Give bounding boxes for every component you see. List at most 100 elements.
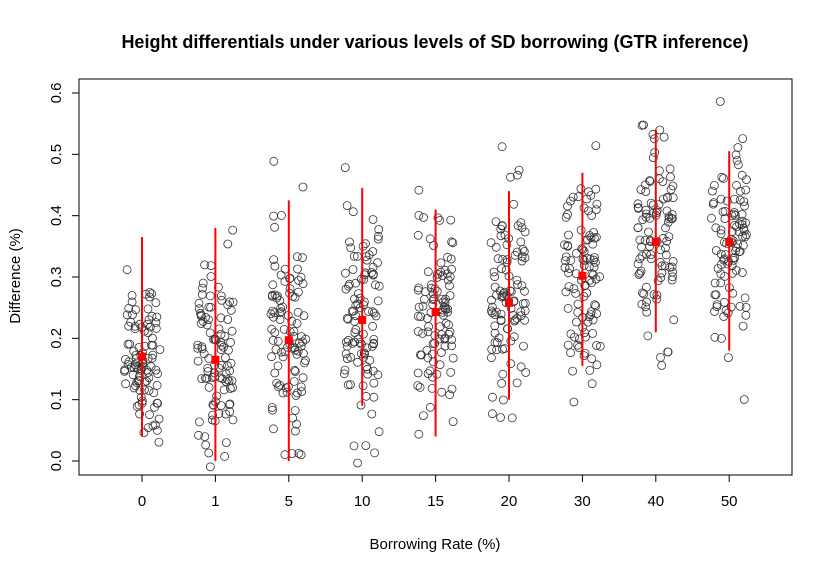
data-point: [272, 291, 282, 301]
data-point: [131, 381, 140, 391]
data-point: [216, 291, 226, 301]
data-point: [710, 332, 720, 342]
data-point: [226, 358, 236, 368]
data-point: [225, 366, 235, 376]
data-point: [586, 310, 596, 319]
data-point: [731, 150, 741, 160]
data-point: [448, 238, 458, 248]
data-point: [740, 201, 749, 211]
data-point: [228, 415, 238, 425]
data-point: [521, 368, 531, 377]
data-point: [290, 426, 300, 436]
data-point: [290, 343, 300, 353]
data-point: [301, 334, 311, 344]
data-point: [638, 288, 647, 298]
data-point: [561, 256, 570, 266]
data-point: [267, 324, 277, 334]
data-point: [592, 360, 602, 370]
data-point: [573, 307, 583, 317]
data-point: [739, 197, 749, 207]
data-point: [361, 441, 371, 451]
data-point: [359, 352, 369, 362]
data-point: [147, 353, 157, 363]
data-point: [418, 301, 428, 311]
data-point: [568, 192, 578, 202]
data-point: [737, 216, 747, 226]
data-point: [193, 356, 203, 366]
data-point: [514, 165, 524, 175]
data-point: [413, 230, 423, 240]
data-point: [733, 239, 742, 249]
data-point: [561, 287, 571, 297]
data-point: [648, 200, 658, 210]
data-point: [496, 224, 506, 234]
data-point: [717, 172, 727, 182]
data-point: [144, 386, 154, 395]
data-point: [592, 199, 602, 209]
data-point: [127, 297, 137, 307]
data-point: [129, 346, 139, 356]
data-point: [591, 141, 601, 151]
data-point: [516, 218, 526, 228]
data-point: [269, 424, 278, 434]
data-point: [506, 172, 515, 182]
data-point: [209, 400, 219, 410]
data-point: [512, 247, 522, 257]
data-point: [339, 369, 349, 379]
y-axis-label: Difference (%): [7, 228, 24, 324]
data-point: [719, 312, 729, 321]
data-point: [423, 327, 433, 337]
data-point: [513, 170, 522, 180]
data-point: [275, 296, 285, 306]
data-point: [266, 309, 276, 319]
data-point: [445, 327, 455, 337]
data-point: [560, 263, 570, 273]
data-point: [707, 213, 716, 223]
data-point: [297, 387, 307, 397]
data-point: [590, 253, 599, 262]
data-point: [440, 298, 450, 308]
y-tick-label: 0.3: [48, 267, 65, 288]
data-point: [491, 307, 501, 317]
data-point: [739, 240, 748, 250]
data-point: [351, 278, 361, 288]
data-point: [415, 382, 425, 392]
data-point: [288, 413, 298, 423]
data-point: [147, 311, 157, 321]
data-point: [422, 345, 432, 355]
data-point: [205, 291, 215, 301]
data-point: [197, 290, 207, 299]
data-point: [151, 298, 161, 308]
data-point: [206, 272, 216, 281]
data-point: [435, 360, 445, 370]
data-point: [497, 292, 507, 302]
data-point: [219, 342, 228, 352]
data-point: [122, 310, 132, 320]
data-point: [269, 156, 279, 166]
data-point: [342, 354, 352, 364]
x-axis-label: Borrowing Rate (%): [370, 536, 501, 553]
y-tick-label: 0.0: [48, 451, 65, 472]
data-point: [663, 347, 673, 357]
data-point: [296, 450, 306, 460]
data-point: [216, 313, 226, 323]
data-point: [739, 226, 749, 236]
data-point: [587, 379, 597, 389]
data-point: [639, 289, 649, 299]
data-point: [445, 390, 455, 400]
data-point: [502, 240, 512, 250]
data-point: [664, 232, 674, 242]
data-point: [493, 254, 503, 264]
data-point: [217, 360, 226, 370]
data-point: [497, 142, 507, 152]
data-point: [346, 243, 356, 253]
data-point: [446, 367, 456, 377]
data-point: [342, 313, 352, 323]
data-point: [738, 268, 747, 277]
data-point: [730, 194, 739, 204]
data-point: [566, 348, 575, 358]
data-point: [490, 272, 500, 282]
data-point: [446, 215, 456, 225]
data-point: [715, 97, 725, 106]
data-point: [571, 288, 580, 298]
